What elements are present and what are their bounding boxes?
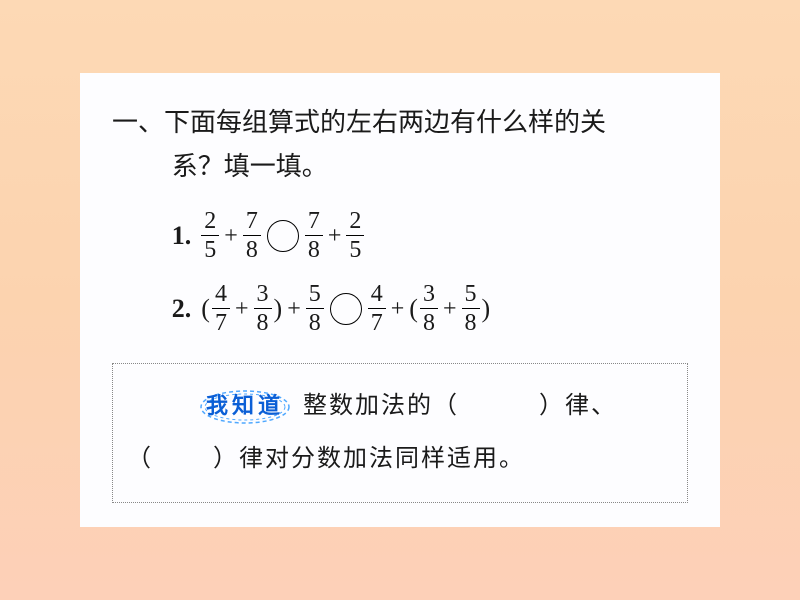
comparison-blank[interactable] xyxy=(267,220,299,252)
fraction: 78 xyxy=(305,209,323,262)
fraction: 25 xyxy=(201,209,219,262)
parenthesis: ) xyxy=(274,296,283,322)
operator: + xyxy=(328,224,342,248)
comparison-blank[interactable] xyxy=(330,293,362,325)
heading-marker: 一、 xyxy=(112,108,164,137)
operator: + xyxy=(224,224,238,248)
parenthesis: ( xyxy=(201,296,210,322)
worksheet-card: 一、下面每组算式的左右两边有什么样的关 系？填一填。 1.25+7878+252… xyxy=(80,73,720,527)
fraction: 47 xyxy=(368,282,386,335)
operator: + xyxy=(443,297,457,321)
info-line2-open: （ xyxy=(127,446,153,472)
operator: + xyxy=(391,297,405,321)
heading-line2: 系？填一填。 xyxy=(112,145,688,189)
problem-row: 2.(47+38)+5847+(38+58) xyxy=(112,282,688,335)
parenthesis: ( xyxy=(409,296,418,322)
info-box: 我知道 整数加法的（ ）律、 （ ）律对分数加法同样适用。 xyxy=(112,363,688,503)
info-tag: 我知道 xyxy=(199,389,291,425)
problem-label: 1. xyxy=(172,223,192,249)
fraction: 47 xyxy=(212,282,230,335)
fraction: 78 xyxy=(243,209,261,262)
info-text-before: 整数加法的（ xyxy=(303,393,459,419)
problems-container: 1.25+7878+252.(47+38)+5847+(38+58) xyxy=(112,209,688,335)
question-heading: 一、下面每组算式的左右两边有什么样的关 系？填一填。 xyxy=(112,101,688,189)
fraction: 58 xyxy=(306,282,324,335)
info-text-mid1: ）律、 xyxy=(539,393,617,419)
fraction: 38 xyxy=(420,282,438,335)
fraction: 25 xyxy=(346,209,364,262)
operator: + xyxy=(235,297,249,321)
fraction: 58 xyxy=(462,282,480,335)
parenthesis: ) xyxy=(482,296,491,322)
problem-row: 1.25+7878+25 xyxy=(112,209,688,262)
info-tag-label: 我知道 xyxy=(206,382,284,430)
operator: + xyxy=(287,297,301,321)
info-line2-rest: ）律对分数加法同样适用。 xyxy=(213,446,525,472)
heading-line1: 下面每组算式的左右两边有什么样的关 xyxy=(164,108,606,137)
fraction: 38 xyxy=(254,282,272,335)
problem-label: 2. xyxy=(172,296,192,322)
